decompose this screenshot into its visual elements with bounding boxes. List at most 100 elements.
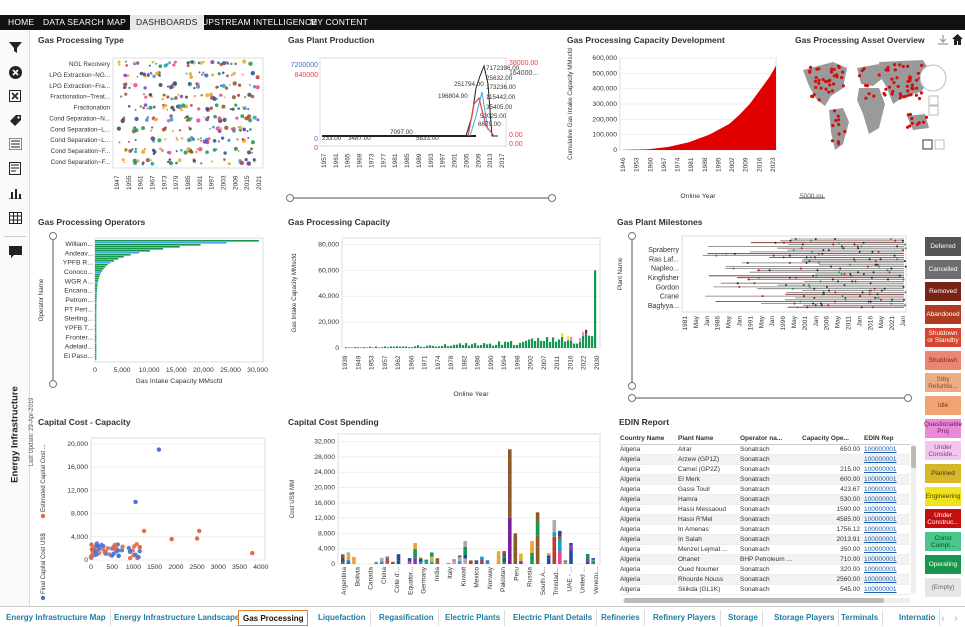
bottom-tab[interactable]: Storage [724,610,763,626]
bar-segment[interactable] [552,532,557,537]
bar[interactable] [492,345,495,348]
data-point[interactable] [155,71,160,76]
milestone-point[interactable] [738,285,741,288]
bottom-tab[interactable]: Refinery Players [649,610,721,626]
bar[interactable] [471,344,474,348]
milestone-point[interactable] [853,258,855,261]
bar[interactable] [95,328,97,330]
bar-segment[interactable] [424,559,429,562]
data-point[interactable] [233,146,238,151]
bar-segment[interactable] [446,562,451,564]
edin-report-link[interactable]: 100000001 [864,524,910,535]
milestone-point[interactable] [844,296,847,299]
table-row[interactable]: Algeria Hamra Sonatrach 530.00 100000001 [620,494,910,505]
bar-segment[interactable] [385,560,390,563]
data-point[interactable] [99,542,104,548]
milestone-point[interactable] [747,278,750,281]
milestone-point[interactable] [814,304,817,307]
milestone-point[interactable] [883,287,886,290]
bar-segment[interactable] [502,558,506,563]
bar[interactable] [438,346,441,348]
bar-segment[interactable] [480,556,484,560]
plant-marker[interactable] [892,81,896,85]
bar-segment[interactable] [582,331,585,336]
data-point[interactable] [124,148,128,151]
data-point[interactable] [200,139,203,142]
bar[interactable] [384,346,387,348]
plant-marker[interactable] [872,94,876,98]
bar[interactable] [537,338,540,348]
data-point[interactable] [134,542,139,547]
data-point[interactable] [125,64,129,67]
edin-report-link[interactable]: 100000001 [864,504,910,515]
milestone-point[interactable] [887,278,889,281]
plant-marker[interactable] [915,86,919,90]
milestone-point[interactable] [808,260,811,263]
asset-overview-map[interactable] [795,48,960,208]
milestone-point[interactable] [874,263,877,266]
data-point[interactable] [250,94,255,99]
bar-segment[interactable] [585,329,588,334]
data-point[interactable] [213,114,217,119]
data-point[interactable] [136,554,141,560]
milestone-point[interactable] [844,298,847,301]
milestone-point[interactable] [733,252,736,255]
data-point[interactable] [120,95,123,98]
milestone-point[interactable] [757,269,760,272]
milestone-point[interactable] [862,273,865,275]
plant-marker[interactable] [830,139,834,143]
bar-segment[interactable] [463,554,467,559]
plant-marker[interactable] [817,98,821,102]
data-point[interactable] [149,71,152,74]
milestone-point[interactable] [888,271,891,274]
bar-segment[interactable] [474,562,479,564]
bar[interactable] [357,347,360,348]
bar[interactable] [95,336,97,338]
data-point[interactable] [146,116,149,119]
bar[interactable] [390,346,393,348]
milestone-point[interactable] [901,239,904,242]
milestone-point[interactable] [820,302,822,305]
data-point[interactable] [141,161,145,165]
milestone-point[interactable] [801,243,804,246]
data-point[interactable] [189,61,192,64]
data-point[interactable] [157,138,162,143]
plant-marker[interactable] [828,78,832,82]
bar-segment[interactable] [552,536,557,546]
data-point[interactable] [148,105,153,110]
milestone-point[interactable] [821,293,824,296]
data-point[interactable] [231,95,236,100]
milestone-point[interactable] [873,287,876,290]
milestone-point[interactable] [861,291,864,294]
milestone-point[interactable] [832,243,835,246]
milestone-point[interactable] [805,256,808,259]
plant-marker[interactable] [906,64,910,68]
bar-segment[interactable] [352,560,356,564]
data-point[interactable] [128,86,131,89]
milestone-point[interactable] [827,304,830,307]
plant-marker[interactable] [824,79,828,84]
bar[interactable] [552,337,555,348]
milestone-point[interactable] [834,238,837,240]
bar[interactable] [546,337,549,348]
milestone-point[interactable] [869,300,872,303]
bar[interactable] [591,336,594,348]
bar[interactable] [474,343,477,348]
plant-marker[interactable] [906,89,910,93]
bottom-tab[interactable]: Liquefaction [314,610,371,626]
plant-marker[interactable] [924,115,929,119]
legend-item[interactable]: Planned [924,463,962,484]
data-point[interactable] [162,107,165,110]
bar-segment[interactable] [552,545,557,564]
bar[interactable] [95,268,104,270]
data-point[interactable] [150,161,155,166]
bar[interactable] [441,346,444,348]
data-point[interactable] [247,150,251,155]
bar-segment[interactable] [508,449,512,518]
data-point[interactable] [244,158,248,162]
milestone-point[interactable] [794,238,797,240]
bar-segment[interactable] [380,561,384,564]
data-point[interactable] [185,115,189,119]
data-point[interactable] [112,542,118,548]
plant-marker[interactable] [835,75,839,79]
